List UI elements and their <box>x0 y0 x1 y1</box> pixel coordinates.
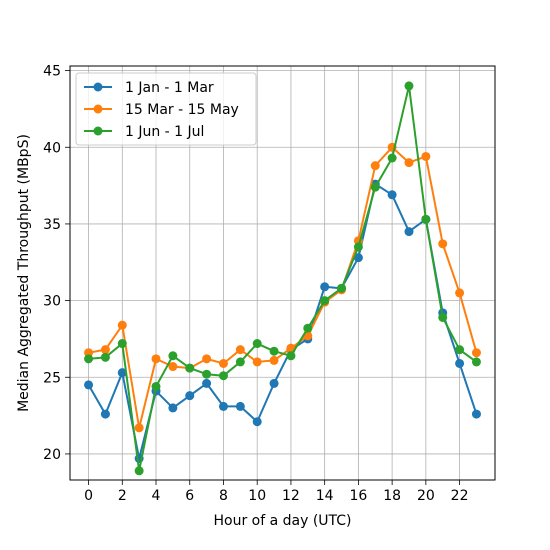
data-point <box>438 312 448 322</box>
data-point <box>218 371 228 381</box>
y-tick-label: 35 <box>43 217 61 233</box>
legend-entry: 1 Jan - 1 Mar <box>84 80 214 96</box>
data-point <box>202 378 212 388</box>
data-point <box>134 466 144 476</box>
data-point <box>353 242 363 252</box>
data-point <box>370 161 380 171</box>
data-point <box>100 409 110 419</box>
data-point <box>117 339 127 349</box>
x-tick-label: 8 <box>219 488 228 504</box>
legend: 1 Jan - 1 Mar 15 Mar - 15 May 1 Jun - 1 Ju… <box>75 72 257 146</box>
data-point <box>269 355 279 365</box>
data-point <box>353 253 363 263</box>
legend-box <box>75 72 257 146</box>
data-point <box>100 345 110 355</box>
data-point <box>168 362 178 372</box>
data-point <box>286 351 296 361</box>
data-point <box>168 403 178 413</box>
data-point <box>269 346 279 356</box>
data-point <box>84 380 94 390</box>
legend-marker <box>93 82 103 92</box>
data-point <box>117 320 127 330</box>
data-point <box>404 158 414 168</box>
series-line <box>88 84 478 472</box>
data-point <box>320 296 330 306</box>
x-tick-label: 22 <box>451 488 469 504</box>
data-point <box>370 182 380 192</box>
x-tick-label: 4 <box>152 488 161 504</box>
x-axis-label: Hour of a day (UTC) <box>213 513 351 529</box>
data-point <box>404 227 414 237</box>
data-point <box>471 357 481 367</box>
y-tick-label: 25 <box>43 370 61 386</box>
data-series <box>84 81 481 476</box>
y-tick-label: 40 <box>43 140 61 156</box>
data-point <box>320 282 330 292</box>
data-point <box>455 358 465 368</box>
legend-marker <box>93 104 103 114</box>
legend-entry: 15 Mar - 15 May <box>84 102 239 118</box>
axis-ticks: 0 2 4 6 8 10 12 14 16 18 20 22 20 25 30 35 40 45 <box>43 64 468 504</box>
data-point <box>421 151 431 161</box>
x-tick-label: 6 <box>185 488 194 504</box>
data-point <box>202 354 212 364</box>
data-point <box>100 352 110 362</box>
data-point <box>252 357 262 367</box>
y-tick-label: 45 <box>43 64 61 80</box>
series-2 <box>84 81 481 476</box>
data-point <box>235 357 245 367</box>
data-point <box>269 378 279 388</box>
x-tick-label: 20 <box>417 488 435 504</box>
data-point <box>252 417 262 427</box>
data-point <box>185 363 195 373</box>
data-point <box>438 239 448 249</box>
x-tick-label: 12 <box>282 488 300 504</box>
data-point <box>421 214 431 224</box>
data-point <box>471 409 481 419</box>
y-tick-label: 20 <box>43 447 61 463</box>
data-point <box>471 348 481 358</box>
plot-frame <box>69 65 496 481</box>
x-tick-label: 14 <box>316 488 334 504</box>
data-point <box>218 358 228 368</box>
data-point <box>84 354 94 364</box>
data-point <box>202 369 212 379</box>
data-point <box>387 153 397 163</box>
legend-marker <box>93 126 103 136</box>
data-point <box>168 351 178 361</box>
legend-entry: 1 Jun - 1 Jul <box>84 124 204 140</box>
x-tick-label: 18 <box>383 488 401 504</box>
legend-label: 1 Jun - 1 Jul <box>125 124 204 140</box>
x-tick-label: 2 <box>118 488 127 504</box>
data-point <box>337 283 347 293</box>
legend-label: 15 Mar - 15 May <box>125 102 239 118</box>
legend-label: 1 Jan - 1 Mar <box>125 80 214 96</box>
data-point <box>117 368 127 378</box>
data-point <box>235 401 245 411</box>
data-point <box>303 323 313 333</box>
data-point <box>218 401 228 411</box>
data-point <box>235 345 245 355</box>
y-tick-label: 30 <box>43 294 61 310</box>
data-point <box>185 391 195 401</box>
data-point <box>455 345 465 355</box>
data-point <box>252 339 262 349</box>
x-tick-label: 16 <box>349 488 367 504</box>
data-point <box>455 288 465 298</box>
x-tick-label: 0 <box>84 488 93 504</box>
y-axis-label: Median Aggregated Throughput (MBpS) <box>16 134 32 412</box>
x-tick-label: 10 <box>248 488 266 504</box>
data-point <box>404 81 414 91</box>
data-point <box>151 354 161 364</box>
data-point <box>134 423 144 433</box>
data-point <box>387 190 397 200</box>
data-point <box>151 381 161 391</box>
